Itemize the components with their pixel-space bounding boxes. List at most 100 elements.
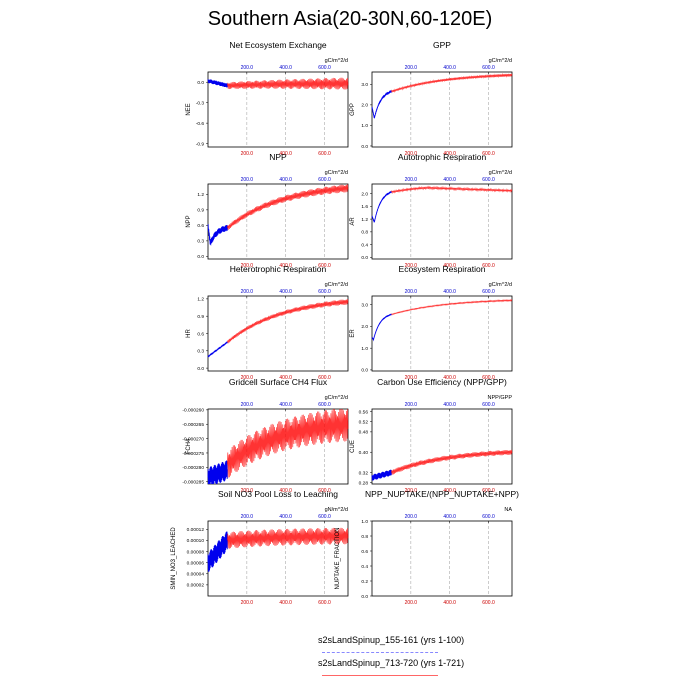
y-axis-label: FCH4	[186, 438, 192, 454]
units-label: gC/m^2/d	[325, 58, 348, 64]
y-tick-label: 0.0	[197, 80, 204, 86]
units-label: gC/m^2/d	[325, 395, 348, 401]
y-tick-label: 0.0	[361, 255, 368, 261]
x-top-tick-label: 200.0	[405, 289, 418, 295]
series-line-model-2	[391, 449, 513, 475]
y-axis-label: NPP	[186, 215, 192, 227]
x-top-tick-label: 400.0	[279, 514, 292, 520]
y-tick-label: 3.0	[361, 82, 368, 88]
series-line-model-1	[207, 460, 228, 485]
chart-panel-2: GPP gC/m^2/d GPP 200.0 400.0 600.0 200.0 400.0 6…	[350, 40, 513, 157]
panel-title: Carbon Use Efficiency (NPP/GPP)	[377, 377, 507, 387]
units-label: gN/m^2/d	[325, 507, 348, 513]
x-top-tick-label: 400.0	[279, 289, 292, 295]
series-line-model-2	[227, 77, 349, 90]
panel-title: Autotrophic Respiration	[398, 152, 487, 162]
y-tick-label: 0.00010	[187, 538, 205, 544]
y-tick-label: 0.9	[197, 314, 204, 320]
y-tick-label: 2.0	[361, 191, 368, 197]
x-bottom-tick-label: 600.0	[482, 263, 495, 269]
x-bottom-tick-label: 200.0	[241, 263, 254, 269]
x-top-tick-label: 600.0	[482, 402, 495, 408]
x-top-tick-label: 200.0	[241, 65, 254, 71]
units-label: gC/m^2/d	[489, 58, 512, 64]
y-tick-label: -0.000260	[182, 408, 204, 414]
y-tick-label: 1.2	[361, 217, 368, 223]
y-tick-label: 0.0	[197, 254, 204, 260]
legend-label-2: s2sLandSpinup_713-720 (yrs 1-721)	[318, 658, 465, 668]
y-tick-label: -0.6	[196, 121, 205, 127]
series-line-model-1	[207, 79, 228, 88]
y-tick-label: 0.4	[361, 242, 368, 248]
series-line-model-1	[371, 313, 392, 342]
chart-panel-5: Heterotrophic Respiration gC/m^2/d HR 200.0…	[186, 264, 349, 381]
x-bottom-tick-label: 600.0	[482, 151, 495, 157]
y-tick-label: 0.52	[359, 420, 369, 426]
x-bottom-tick-label: 600.0	[318, 263, 331, 269]
plot-frame	[371, 71, 513, 148]
x-bottom-tick-label: 400.0	[443, 151, 456, 157]
panel-title: Soil NO3 Pool Loss to Leaching	[218, 489, 338, 499]
y-tick-label: 1.0	[361, 123, 368, 129]
x-top-tick-label: 200.0	[241, 289, 254, 295]
x-bottom-tick-label: 400.0	[443, 488, 456, 494]
y-tick-label: 1.2	[197, 192, 204, 198]
y-tick-label: 0.2	[361, 579, 368, 585]
x-top-tick-label: 400.0	[279, 65, 292, 71]
chart-panel-10: NPP_NUPTAKE/(NPP_NUPTAKE+NPP) NA NUPTAKE_F…	[335, 489, 519, 606]
y-tick-label: -0.000275	[182, 451, 204, 457]
chart-panel-3: NPP gC/m^2/d NPP 200.0 400.0 600.0 200.0 400.0 6…	[186, 152, 349, 269]
units-label: gC/m^2/d	[489, 170, 512, 176]
plot-frame	[371, 408, 513, 485]
units-label: gC/m^2/d	[325, 170, 348, 176]
x-top-tick-label: 400.0	[443, 177, 456, 183]
series-line-model-1	[371, 89, 392, 119]
y-tick-label: 0.00002	[187, 583, 205, 589]
x-bottom-tick-label: 600.0	[482, 600, 495, 606]
y-tick-label: 0.6	[361, 549, 368, 555]
y-tick-label: 0.00012	[187, 527, 205, 533]
y-tick-label: 0.9	[197, 208, 204, 214]
series-line-model-2	[391, 185, 513, 195]
y-tick-label: -0.000265	[182, 422, 204, 428]
x-top-tick-label: 200.0	[405, 65, 418, 71]
chart-panel-1: Net Ecosystem Exchange gC/m^2/d NEE 200.0 40…	[186, 40, 349, 157]
x-top-tick-label: 600.0	[318, 65, 331, 71]
x-bottom-tick-label: 600.0	[318, 600, 331, 606]
x-bottom-tick-label: 200.0	[405, 600, 418, 606]
series-line-model-1	[371, 190, 392, 223]
plot-frame	[207, 183, 349, 260]
y-tick-label: 0.0	[197, 366, 204, 372]
series-line-model-1	[207, 224, 228, 246]
chart-panel-6: Ecosystem Respiration gC/m^2/d ER 200.0 400.…	[350, 264, 513, 381]
y-tick-label: 1.2	[197, 297, 204, 303]
x-top-tick-label: 600.0	[482, 177, 495, 183]
panel-title: Gridcell Surface CH4 Flux	[229, 377, 328, 387]
plot-frame	[207, 408, 349, 485]
x-top-tick-label: 200.0	[241, 514, 254, 520]
y-tick-label: 1.0	[361, 346, 368, 352]
x-top-tick-label: 600.0	[318, 289, 331, 295]
y-tick-label: 0.0	[361, 368, 368, 374]
y-tick-label: 0.6	[197, 331, 204, 337]
x-top-tick-label: 400.0	[443, 514, 456, 520]
x-bottom-tick-label: 200.0	[241, 488, 254, 494]
x-bottom-tick-label: 400.0	[279, 375, 292, 381]
x-bottom-tick-label: 200.0	[241, 151, 254, 157]
chart-panel-7: Gridcell Surface CH4 Flux gC/m^2/d FCH4 200…	[182, 377, 349, 494]
plot-frame	[371, 183, 513, 260]
plot-frame	[207, 295, 349, 372]
x-bottom-tick-label: 600.0	[318, 375, 331, 381]
x-top-tick-label: 600.0	[318, 402, 331, 408]
x-bottom-tick-label: 600.0	[482, 488, 495, 494]
units-label: gC/m^2/d	[325, 282, 348, 288]
y-axis-label: CUE	[350, 440, 356, 453]
y-tick-label: -0.000285	[182, 480, 204, 486]
y-tick-label: -0.000280	[182, 465, 204, 471]
x-bottom-tick-label: 400.0	[279, 488, 292, 494]
y-axis-label: NUPTAKE_FRACTION	[335, 528, 341, 590]
chart-panel-8: Carbon Use Efficiency (NPP/GPP) NPP/GPP CU…	[350, 377, 513, 494]
y-axis-label: GPP	[350, 103, 356, 116]
y-axis-label: SMIN_NO3_LEACHED	[171, 527, 177, 590]
x-bottom-tick-label: 200.0	[241, 600, 254, 606]
